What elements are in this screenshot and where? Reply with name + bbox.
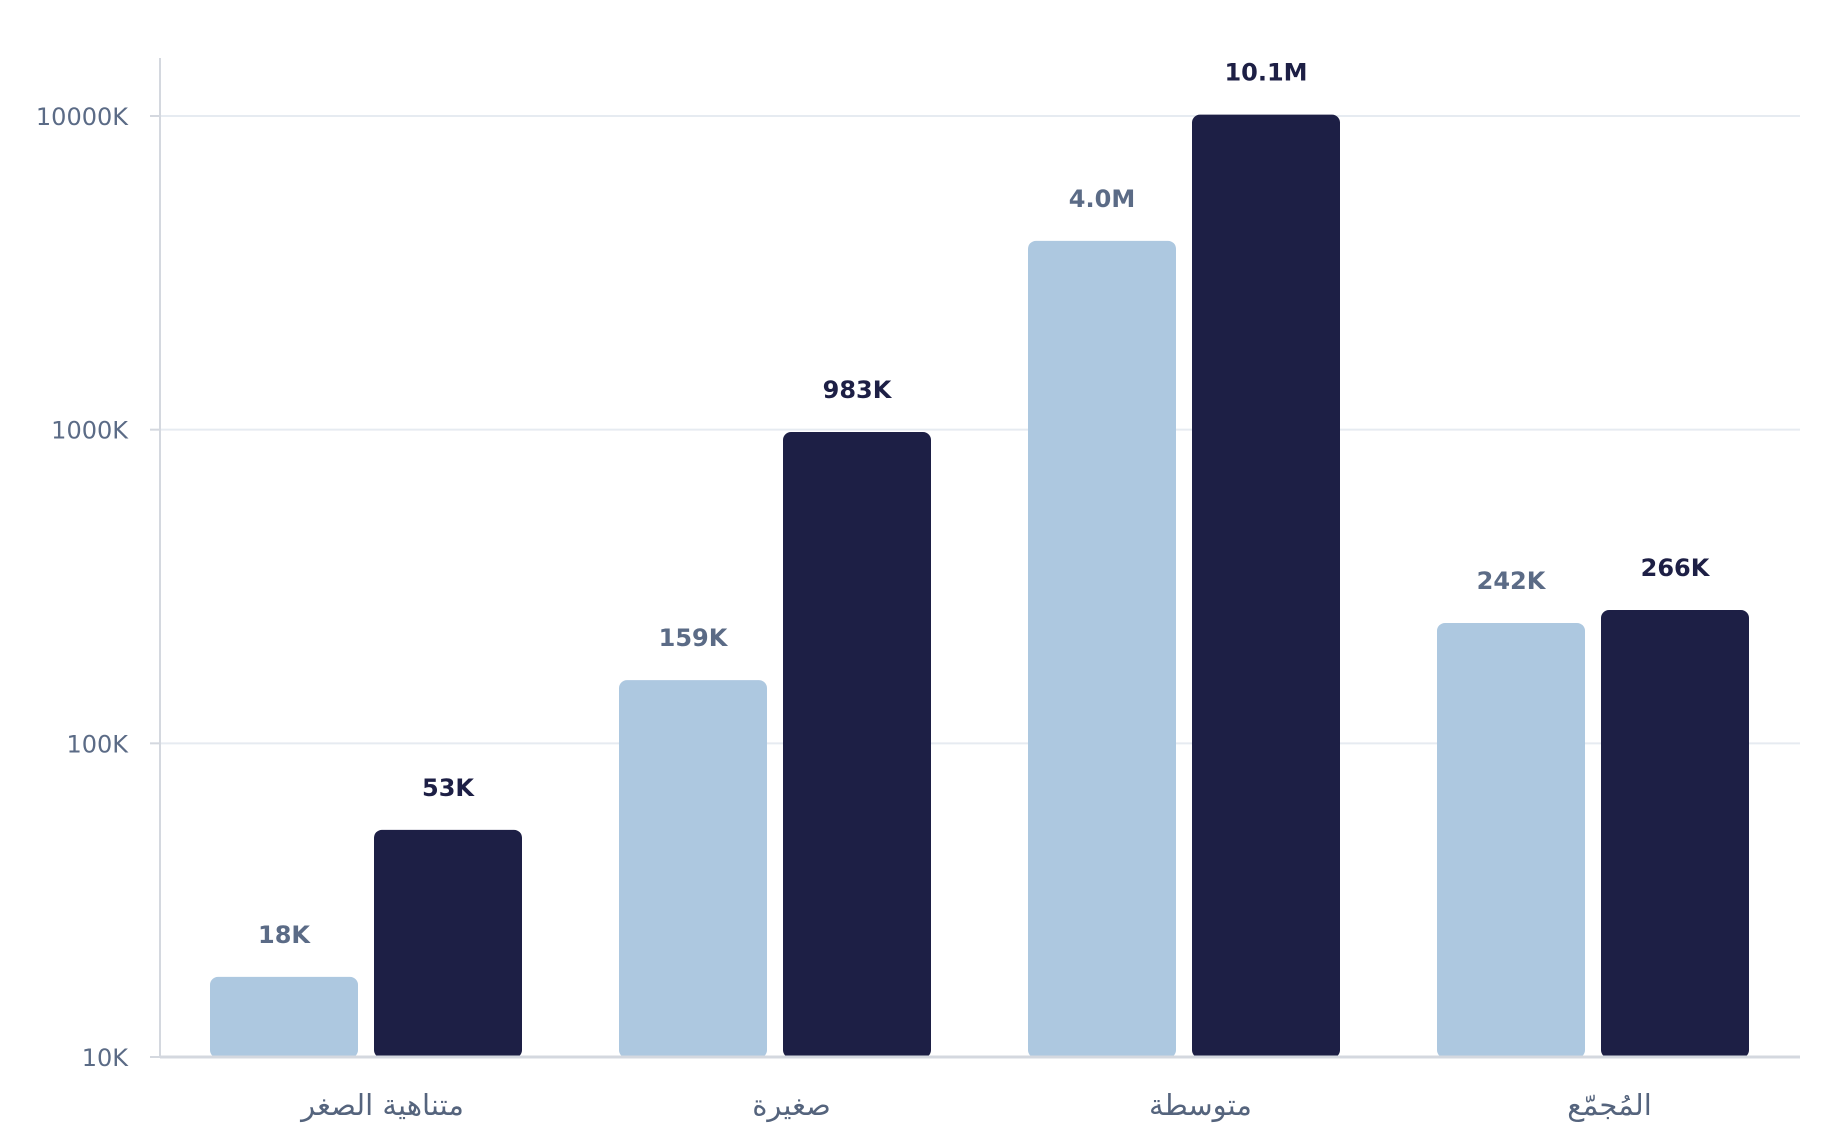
bar-value-label: 242K [1477,567,1547,595]
bar-value-label: 159K [659,624,729,652]
bar [1192,114,1340,1058]
x-category-label: متوسطة [1149,1088,1252,1122]
y-tick-label: 10K [82,1044,130,1072]
bar-value-label: 18K [258,921,311,949]
axes [159,58,1800,1059]
x-axis-categories: متناهية الصغر صغيرة متوسطة المُجمّع [299,1088,1652,1122]
bar [619,680,767,1058]
bars [210,114,1749,1059]
bar-value-label: 53K [422,774,475,802]
bar-value-label: 983K [823,376,893,404]
value-labels: 18K 53K 159K 983K 4.0M 10.1M 242K 266K [258,59,1711,949]
bar [1601,610,1749,1058]
y-axis-ticks: 10K 100K 1000K 10000K [36,103,160,1072]
bar [374,829,522,1058]
x-category-label: متناهية الصغر [299,1088,464,1122]
y-tick-label: 1000K [51,417,129,445]
y-tick-label: 100K [66,730,129,758]
bar [210,976,358,1058]
bar [1028,240,1176,1059]
bar [783,432,931,1058]
x-category-label: المُجمّع [1567,1088,1652,1122]
x-category-label: صغيرة [752,1088,831,1122]
bar [1437,622,1585,1058]
y-tick-label: 10000K [36,103,129,131]
bar-value-label: 4.0M [1069,185,1135,213]
bar-value-label: 266K [1641,554,1711,582]
bar-value-label: 10.1M [1224,59,1307,87]
